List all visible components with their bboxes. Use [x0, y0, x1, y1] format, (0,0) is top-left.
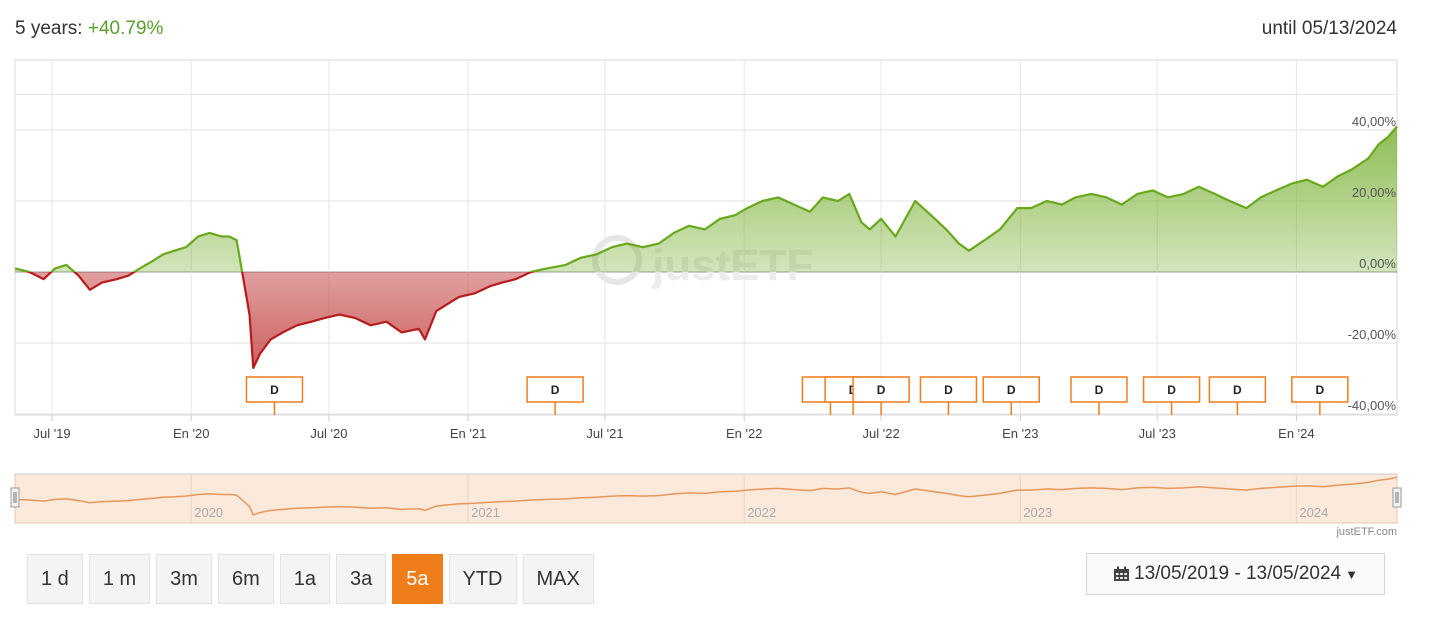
- navigator-year-label: 2024: [1299, 505, 1328, 520]
- navigator-year-label: 2020: [194, 505, 223, 520]
- calendar-icon: [1113, 566, 1130, 582]
- dividend-label: D: [1007, 383, 1016, 397]
- date-range-picker[interactable]: 13/05/2019 - 13/05/2024 ▼: [1086, 553, 1385, 595]
- dividend-box: [1291, 376, 1349, 403]
- y-tick-label: 0,00%: [1359, 256, 1396, 271]
- dividend-label: D: [877, 383, 886, 397]
- dividend-marker[interactable]: D: [1142, 376, 1201, 415]
- dividend-label: D: [1233, 383, 1242, 397]
- dividend-box: [245, 376, 304, 403]
- dividend-label: D: [270, 383, 279, 397]
- range-button-ytd[interactable]: YTD: [448, 554, 517, 604]
- y-tick-label: 40,00%: [1352, 114, 1397, 129]
- range-button-3m[interactable]: 3m: [156, 554, 212, 604]
- range-button-6m[interactable]: 6m: [217, 554, 274, 604]
- navigator-year-label: 2022: [747, 505, 776, 520]
- x-tick-label: Jul '20: [310, 426, 347, 441]
- range-button-1a[interactable]: 1a: [279, 554, 330, 604]
- dividend-marker[interactable]: D: [1070, 376, 1128, 415]
- range-button-5a[interactable]: 5a: [392, 554, 443, 604]
- dividend-marker[interactable]: D: [852, 376, 910, 415]
- range-button-1m[interactable]: 1 m: [88, 554, 151, 604]
- performance-value: +40.79%: [87, 18, 164, 39]
- dividend-label: D: [1095, 383, 1104, 397]
- x-tick-label: Jul '22: [863, 426, 900, 441]
- negative-area: [15, 272, 1397, 368]
- performance-summary: 5 years: +40.79%: [15, 18, 163, 40]
- dividend-box: [1208, 376, 1267, 403]
- dividend-box: [982, 376, 1040, 403]
- dividend-label: D: [944, 383, 953, 397]
- series-line-positive: [14, 125, 1398, 272]
- handle-body: [10, 487, 20, 508]
- x-tick-label: En '22: [726, 426, 762, 441]
- dividend-box: [526, 376, 584, 403]
- until-date-label: until 05/13/2024: [1261, 18, 1397, 39]
- navigator-year-label: 2021: [471, 505, 500, 520]
- dividend-marker[interactable]: D: [245, 376, 304, 415]
- dividend-marker[interactable]: D: [1291, 376, 1349, 415]
- range-button-max[interactable]: MAX: [522, 554, 594, 604]
- period-label: 5 years:: [15, 18, 83, 39]
- caret-down-icon: ▼: [1345, 566, 1358, 582]
- navigator-handle-right[interactable]: [1392, 487, 1402, 508]
- navigator-series-line: [14, 476, 1398, 516]
- y-tick-label: -40,00%: [1348, 398, 1397, 413]
- dividend-marker[interactable]: D: [526, 376, 584, 415]
- dividend-marker[interactable]: D: [1208, 376, 1267, 415]
- range-button-3a[interactable]: 3a: [336, 554, 387, 604]
- x-tick-label: En '20: [173, 426, 209, 441]
- dividend-label: D: [1316, 383, 1325, 397]
- x-tick-label: En '21: [450, 426, 486, 441]
- dividend-box: [1142, 376, 1201, 403]
- y-tick-label: 20,00%: [1352, 185, 1397, 200]
- dividend-box: [919, 376, 978, 403]
- navigator-year-label: 2023: [1023, 505, 1052, 520]
- dividend-marker[interactable]: D: [982, 376, 1040, 415]
- date-range-text: 13/05/2019 - 13/05/2024: [1134, 563, 1342, 584]
- dividend-box: [852, 376, 910, 403]
- x-tick-label: Jul '23: [1139, 426, 1176, 441]
- dividend-label: D: [1167, 383, 1176, 397]
- dividend-box: [1070, 376, 1128, 403]
- dividend-marker[interactable]: D: [919, 376, 978, 415]
- x-tick-label: En '24: [1278, 426, 1314, 441]
- x-tick-label: Jul '21: [586, 426, 623, 441]
- handle-body: [1392, 487, 1402, 508]
- dividend-label: D: [551, 383, 560, 397]
- range-button-1d[interactable]: 1 d: [27, 554, 83, 604]
- navigator[interactable]: 2020 2021 2022 2023 2024: [10, 473, 1402, 524]
- y-tick-label: -20,00%: [1348, 327, 1397, 342]
- positive-area: [15, 126, 1397, 272]
- x-tick-label: En '23: [1002, 426, 1038, 441]
- credit-label: justETF.com: [1335, 526, 1397, 538]
- navigator-handle-left[interactable]: [10, 487, 20, 508]
- x-tick-label: Jul '19: [33, 426, 70, 441]
